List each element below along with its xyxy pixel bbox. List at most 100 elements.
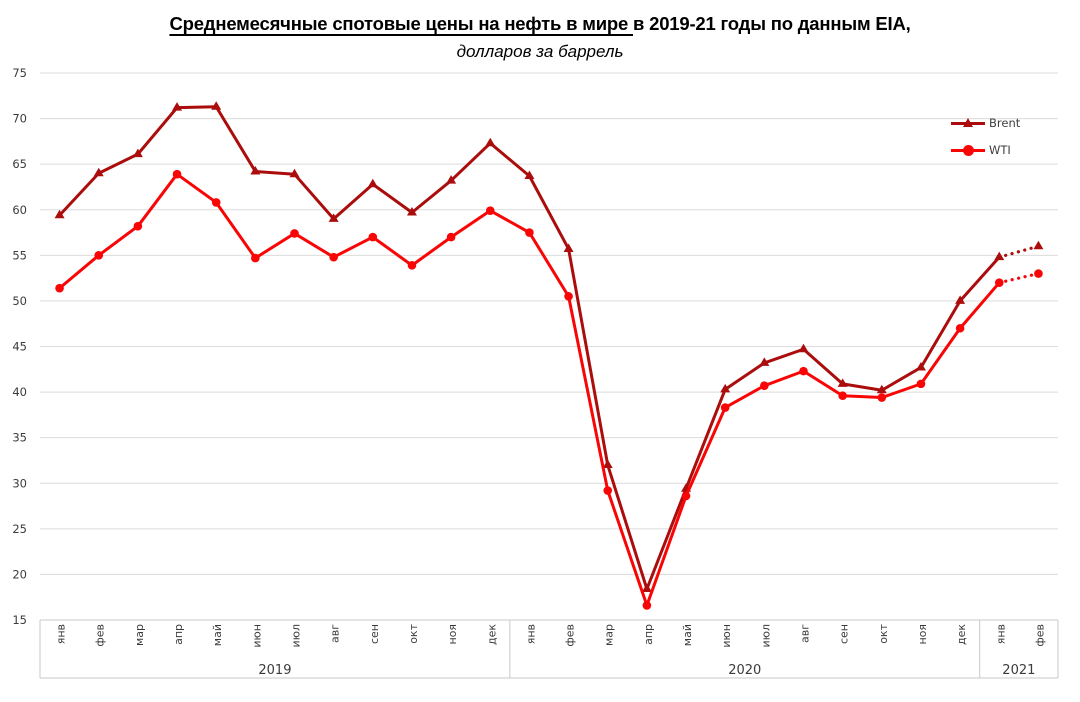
data-point-brent	[876, 384, 887, 394]
data-point-brent	[328, 213, 339, 222]
data-point-brent	[54, 209, 65, 219]
x-month-label: мар	[133, 624, 146, 646]
x-year-label: 2020	[728, 663, 761, 678]
data-point-brent	[759, 357, 770, 366]
x-month-label: апр	[172, 624, 185, 645]
brent-line-sample	[951, 117, 985, 129]
x-month-label: июн	[250, 624, 263, 648]
y-tick-label: 55	[12, 248, 27, 262]
y-tick-label: 50	[12, 294, 27, 308]
x-year-label: 2019	[258, 663, 291, 678]
data-point-brent	[211, 101, 222, 110]
data-point-brent	[563, 243, 574, 252]
data-point-brent	[915, 361, 926, 371]
data-point-wti	[525, 228, 534, 237]
data-point-brent	[93, 167, 104, 177]
data-point-brent	[289, 168, 300, 178]
chart-subtitle: долларов за баррель	[456, 42, 624, 61]
data-point-brent	[172, 102, 183, 111]
data-point-wti	[407, 261, 417, 270]
x-month-label: ноя	[916, 624, 929, 645]
data-point-brent	[798, 343, 809, 353]
data-point-brent	[406, 206, 417, 216]
chart-title-block: Среднемесячные спотовые цены на нефть в …	[0, 13, 1080, 62]
data-point-wti	[799, 366, 808, 376]
x-month-label: май	[211, 624, 224, 646]
data-point-wti	[94, 251, 104, 260]
x-year-label: 2021	[1002, 663, 1035, 678]
data-point-wti	[446, 232, 456, 242]
series-line-brent-forecast-dotted	[997, 244, 1041, 259]
data-point-wti	[916, 379, 926, 389]
x-month-label: сен	[368, 624, 381, 644]
data-point-brent	[250, 165, 261, 175]
data-point-wti	[133, 221, 143, 231]
x-month-label: май	[681, 624, 694, 646]
y-tick-label: 40	[12, 385, 27, 399]
x-month-label: апр	[642, 624, 655, 645]
series-line-wti	[58, 172, 1001, 607]
data-point-wti	[720, 403, 730, 412]
x-month-label: янв	[994, 624, 1007, 644]
data-point-wti	[55, 283, 64, 293]
x-month-label: окт	[407, 623, 420, 643]
data-point-brent	[837, 378, 848, 387]
data-point-brent	[720, 383, 731, 393]
x-month-label: дек	[955, 624, 968, 645]
x-month-label: фев	[94, 624, 107, 647]
x-month-label: июл	[290, 624, 303, 647]
x-month-label: ноя	[446, 624, 459, 645]
triangle-marker-icon	[963, 117, 973, 127]
series-line-brent	[58, 105, 1001, 591]
x-month-label: дек	[485, 624, 498, 645]
data-point-wti	[564, 292, 573, 301]
x-month-label: янв	[55, 624, 68, 644]
data-point-brent	[641, 583, 652, 593]
data-point-wti	[838, 391, 847, 401]
legend-label-brent: Brent	[989, 115, 1021, 130]
data-point-brent	[1033, 240, 1044, 250]
y-tick-label: 65	[12, 157, 27, 171]
data-point-wti	[1034, 269, 1043, 278]
data-point-wti	[877, 393, 887, 402]
data-point-brent	[602, 459, 613, 469]
legend-item-brent: Brent	[951, 115, 1021, 130]
y-tick-label: 70	[12, 112, 27, 126]
data-point-wti	[955, 323, 965, 333]
circle-marker-icon	[963, 144, 974, 156]
data-point-wti	[485, 206, 495, 215]
y-tick-label: 35	[12, 431, 27, 445]
y-tick-label: 15	[12, 613, 27, 627]
data-point-brent	[955, 295, 966, 304]
data-point-brent	[994, 251, 1005, 261]
data-point-brent	[446, 175, 457, 184]
data-point-wti	[642, 601, 652, 610]
data-point-wti	[681, 491, 691, 501]
chart-title: Среднемесячные спотовые цены на нефть в …	[0, 13, 1080, 35]
data-point-wti	[368, 232, 378, 242]
x-month-label: сен	[838, 624, 851, 644]
chart-title-rest: в 2019-21 годы по данным EIA,	[633, 13, 911, 34]
y-tick-label: 60	[12, 203, 27, 217]
x-month-label: июл	[759, 624, 772, 647]
y-tick-label: 75	[12, 66, 27, 80]
x-month-label: авг	[799, 624, 812, 643]
x-month-label: окт	[877, 623, 890, 643]
data-point-brent	[367, 178, 378, 188]
data-point-brent	[485, 137, 496, 147]
data-point-wti	[251, 253, 260, 263]
x-month-label: мар	[603, 624, 616, 646]
data-point-wti	[290, 229, 299, 238]
data-point-brent	[132, 148, 143, 158]
wti-line-sample	[951, 144, 985, 156]
data-point-brent	[524, 170, 535, 180]
series-line-wti-forecast-dotted	[997, 271, 1041, 285]
chart-legend: Brent WTI	[951, 115, 1021, 157]
y-tick-label: 25	[12, 522, 27, 536]
data-point-wti	[211, 198, 221, 207]
chart-title-underlined: Среднемесячные спотовые цены на нефть в …	[169, 13, 633, 34]
x-month-label: июн	[720, 624, 733, 648]
data-point-wti	[329, 252, 338, 262]
